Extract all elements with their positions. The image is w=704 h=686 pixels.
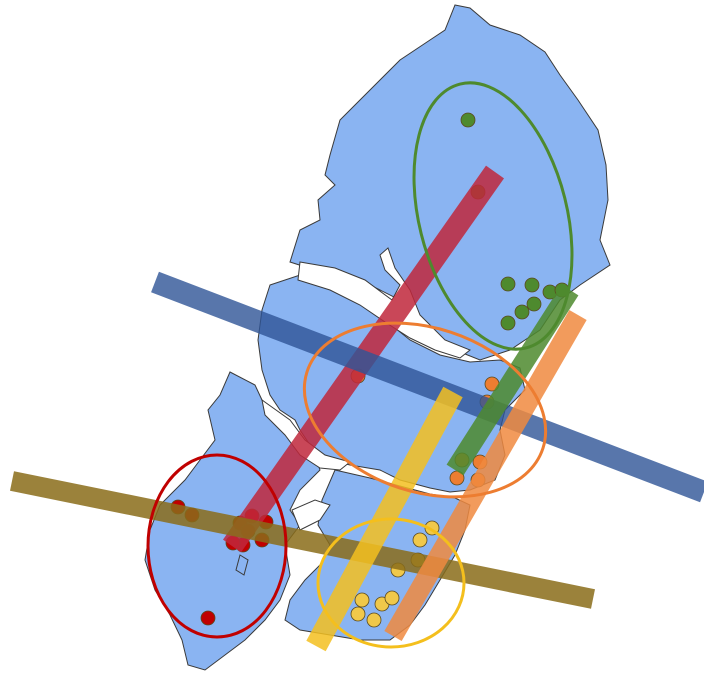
yellow-cluster-ellipse	[316, 517, 466, 649]
yellow-cluster-point	[366, 612, 382, 628]
green-cluster-ellipse	[412, 81, 574, 351]
red-cluster-point	[200, 610, 216, 626]
blue-band	[151, 271, 704, 503]
yellow-cluster-point	[350, 606, 366, 622]
green-cluster-point	[500, 276, 516, 292]
river-channel-north	[297, 247, 471, 359]
red-cluster-ellipse	[146, 453, 288, 639]
river-channel-south	[291, 499, 331, 531]
green-cluster-point	[514, 304, 530, 320]
yellow-cluster-point	[412, 532, 428, 548]
orange-cluster-ellipse	[302, 321, 548, 499]
yellow-cluster-point	[354, 592, 370, 608]
orange-band	[384, 310, 587, 641]
green-cluster-point	[460, 112, 476, 128]
land-island	[235, 554, 249, 576]
yellow-cluster-point	[384, 590, 400, 606]
green-cluster-point	[526, 296, 542, 312]
cluster-ellipses	[146, 81, 574, 649]
green-cluster-point	[524, 277, 540, 293]
water-channels	[261, 247, 471, 531]
green-band	[446, 284, 579, 476]
green-cluster-point	[500, 315, 516, 331]
olive-band	[10, 471, 595, 609]
